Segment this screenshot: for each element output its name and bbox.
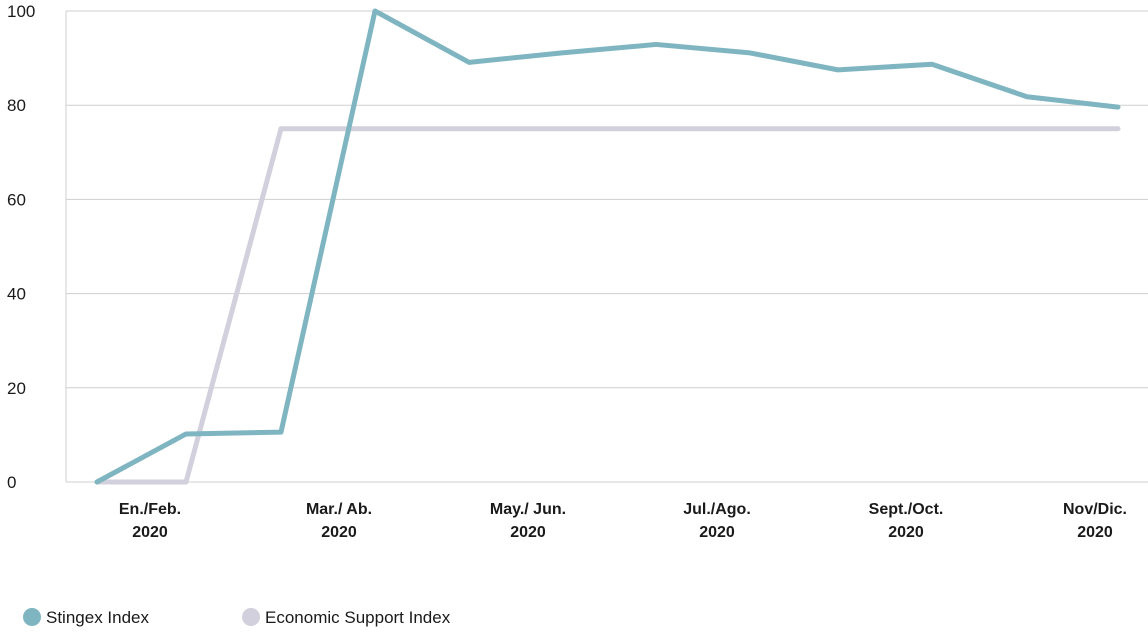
y-tick-label: 40 [7,285,26,304]
legend-swatch [242,608,260,626]
x-tick-label-line2: 2020 [132,524,168,541]
series-line-stingex-index [94,8,1121,485]
series-lines [94,8,1121,485]
x-tick-label-line1: En./Feb. [119,501,181,518]
x-tick-label: Mar./ Ab. 2020 [306,501,372,541]
legend-item: Stingex Index [23,608,150,627]
y-tick-label: 20 [7,379,26,398]
x-tick-label-line2: 2020 [888,524,924,541]
series-line-economic-support-index [94,126,1121,485]
x-tick-label-line1: Jul./Ago. [683,501,751,518]
legend-label: Economic Support Index [265,608,451,627]
x-tick-label-line2: 2020 [510,524,546,541]
x-tick-label-line1: Mar./ Ab. [306,501,372,518]
x-tick-label: Nov/Dic. 2020 [1063,501,1127,541]
y-tick-label: 100 [7,2,35,21]
x-tick-label-line1: Sept./Oct. [869,501,944,518]
y-tick-label: 0 [7,473,16,492]
x-tick-label: May./ Jun. 2020 [490,501,566,541]
x-tick-label: Jul./Ago. 2020 [683,501,751,541]
y-axis-ticks: 0 20 40 60 80 100 [7,2,35,492]
x-tick-label-line2: 2020 [1077,524,1113,541]
x-tick-label: En./Feb. 2020 [119,501,181,541]
x-tick-label-line1: Nov/Dic. [1063,501,1127,518]
y-tick-label: 60 [7,190,26,209]
x-tick-label-line2: 2020 [321,524,357,541]
x-tick-label: Sept./Oct. 2020 [869,501,944,541]
legend-swatch [23,608,41,626]
legend: Stingex Index Economic Support Index [23,608,451,627]
legend-item: Economic Support Index [242,608,451,627]
gridlines [65,10,1148,483]
x-tick-label-line1: May./ Jun. [490,501,566,518]
legend-label: Stingex Index [46,608,150,627]
x-tick-label-line2: 2020 [699,524,735,541]
y-tick-label: 80 [7,96,26,115]
